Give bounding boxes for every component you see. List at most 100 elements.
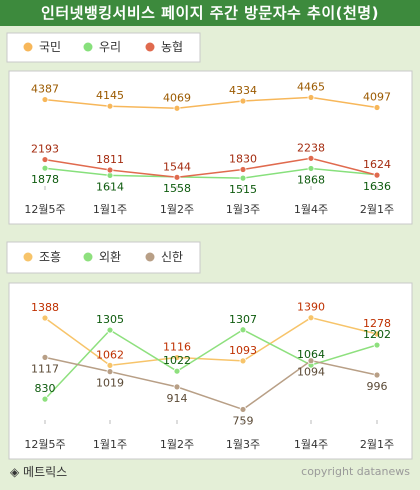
- series-line: [44, 167, 378, 179]
- data-point: [239, 166, 247, 173]
- legend-label: 우리: [99, 40, 121, 54]
- data-point: [307, 314, 315, 322]
- legend-marker: [145, 42, 155, 52]
- x-tick-label: 1월3주: [226, 438, 260, 451]
- data-label: 1544: [163, 160, 191, 173]
- data-point: [373, 104, 381, 111]
- legend-label: 신한: [161, 250, 183, 264]
- data-point: [173, 173, 181, 181]
- data-point: [106, 102, 114, 110]
- data-point: [307, 154, 315, 162]
- data-point: [239, 406, 247, 413]
- data-point: [106, 166, 114, 174]
- x-tick-label: 1월2주: [160, 203, 194, 216]
- x-tick-label: 1월4주: [294, 203, 328, 216]
- data-label: 1624: [363, 158, 391, 171]
- data-point: [239, 97, 247, 105]
- legend-label: 외환: [99, 250, 121, 264]
- data-label: 1868: [297, 173, 325, 186]
- copyright-label: copyright datanews: [301, 465, 410, 478]
- series-line: [44, 356, 378, 411]
- data-label: 1390: [297, 301, 325, 314]
- data-point: [239, 357, 247, 365]
- data-label: 2193: [31, 143, 59, 156]
- legend-marker: [83, 42, 93, 52]
- legend-marker: [83, 252, 93, 262]
- chart-title: 인터넷뱅킹서비스 페이지 주간 방문자수 추이(천명): [0, 0, 420, 26]
- data-point: [41, 96, 49, 103]
- data-point: [239, 174, 247, 182]
- x-tick-label: 1월1주: [93, 438, 127, 451]
- data-point: [373, 371, 381, 379]
- data-label: 1202: [363, 328, 391, 341]
- data-label: 996: [367, 380, 388, 393]
- data-point: [173, 354, 181, 361]
- data-label: 914: [167, 392, 188, 405]
- data-point: [173, 104, 181, 112]
- chart-2: 조흥 외환 신한 1388 1062 1116 1093 1390 1278 830 1305 10…: [6, 241, 413, 460]
- legend-label: 농협: [161, 40, 183, 54]
- data-label: 4465: [297, 80, 325, 93]
- data-label: 1116: [163, 341, 191, 354]
- series-line: [44, 157, 378, 179]
- data-label: 1307: [229, 313, 257, 326]
- x-tick-label: 1월1주: [93, 203, 127, 216]
- series-line: [44, 328, 378, 400]
- data-point: [173, 383, 181, 391]
- data-point: [307, 94, 315, 101]
- x-tick-label: 1월4주: [294, 438, 328, 451]
- legend-label: 조흥: [39, 250, 61, 264]
- data-label: 2238: [297, 141, 325, 154]
- plot-area-2: [8, 282, 413, 460]
- series-line: [44, 96, 378, 110]
- x-tick-label: 12월5주: [24, 438, 65, 451]
- x-axis-2: 12월5주 1월1주 1월2주 1월3주 1월4주 2월1주: [24, 420, 394, 451]
- data-label: 1064: [297, 348, 325, 361]
- legend-box-2: [6, 241, 201, 274]
- data-label: 1305: [96, 313, 124, 326]
- data-label: 1094: [297, 366, 325, 379]
- data-point: [373, 171, 381, 179]
- data-label: 1811: [96, 153, 124, 166]
- data-label: 4387: [31, 83, 59, 96]
- data-label: 830: [35, 382, 56, 395]
- data-point: [41, 156, 49, 163]
- data-point: [373, 341, 381, 349]
- data-point: [41, 314, 49, 322]
- legend-1: 국민 우리 농협: [23, 40, 183, 54]
- data-label: 4145: [96, 89, 124, 102]
- data-point: [239, 326, 247, 334]
- legend-marker: [23, 252, 33, 262]
- legend-box-1: [6, 32, 201, 63]
- series-group-2: 1388 1062 1116 1093 1390 1278 830 1305 1022 1307 1…: [31, 301, 391, 428]
- source-label: ◈ 메트릭스: [10, 465, 68, 479]
- data-label: 4069: [163, 91, 191, 104]
- data-point: [373, 330, 381, 338]
- data-point: [41, 353, 49, 361]
- data-label: 1830: [229, 153, 257, 166]
- x-tick-label: 2월1주: [360, 203, 394, 216]
- data-point: [41, 164, 49, 172]
- data-label: 4097: [363, 90, 391, 103]
- legend-2: 조흥 외환 신한: [23, 250, 183, 264]
- data-label: 1388: [31, 301, 59, 314]
- data-label: 1062: [96, 348, 124, 361]
- series-line: [44, 316, 378, 367]
- data-point: [106, 361, 114, 369]
- legend-label: 국민: [39, 40, 61, 54]
- data-point: [106, 368, 114, 376]
- data-label: 1093: [229, 344, 257, 357]
- legend-marker: [145, 252, 155, 262]
- x-axis-1: 12월5주 1월1주 1월2주 1월3주 1월4주 2월1주: [24, 186, 394, 216]
- data-label: 1022: [163, 354, 191, 367]
- legend-marker: [23, 42, 33, 52]
- data-label: 1278: [363, 317, 391, 330]
- data-point: [307, 165, 315, 172]
- data-label: 1878: [31, 173, 59, 186]
- data-label: 1117: [31, 362, 59, 375]
- plot-area-1: [8, 70, 413, 225]
- data-label: 4334: [229, 84, 257, 97]
